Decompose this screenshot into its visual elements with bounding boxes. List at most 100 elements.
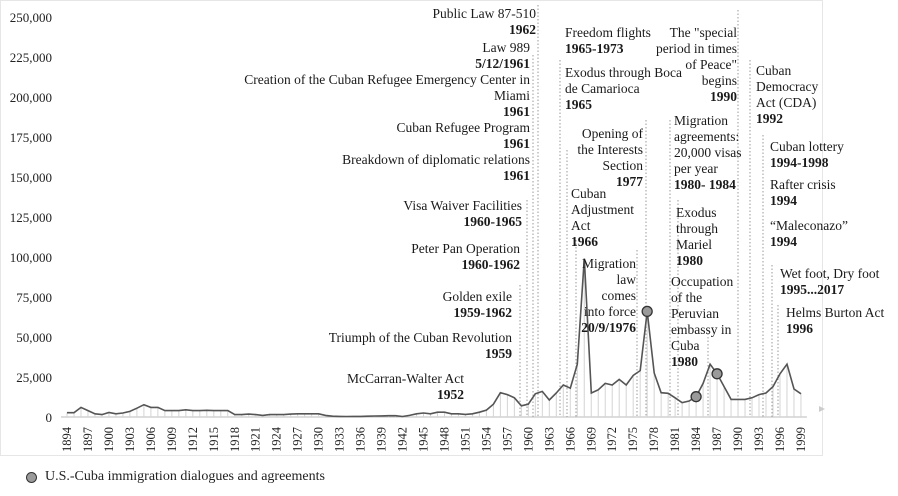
annotation-text: per year [674, 161, 718, 176]
agreement-marker [711, 368, 723, 380]
event-annotation: Public Law 87-510 1962 [433, 6, 537, 38]
x-tick-label: 1936 [354, 427, 368, 452]
event-annotation: Wet foot, Dry foot 1995...2017 [780, 266, 879, 298]
data-line [67, 258, 802, 418]
annotation-date: 1952 [437, 387, 464, 402]
event-annotation: Law 989 5/12/1961 [475, 40, 530, 72]
y-tick-label: 250,000 [10, 10, 52, 25]
y-tick-label: 150,000 [10, 170, 52, 185]
event-annotation: Cuban Democracy Act (CDA) 1992 [756, 63, 818, 127]
event-annotation: Exodus through Mariel 1980 [676, 205, 718, 269]
event-annotation: Visa Waiver Facilities 1960-1965 [403, 198, 522, 230]
x-tick-label: 1927 [291, 427, 305, 452]
annotation-text: law [616, 272, 637, 287]
x-tick-label: 1999 [794, 427, 808, 452]
annotation-date: 1966 [571, 234, 598, 249]
annotation-text: the Interests [577, 142, 643, 157]
event-annotation: Breakdown of diplomatic relations 1961 [342, 152, 530, 184]
x-tick-label: 1945 [416, 427, 430, 452]
x-tick-label: 1987 [710, 427, 724, 452]
y-tick-label: 175,000 [10, 130, 52, 145]
event-annotation: Occupation of the Peruvian embassy in Cuba 19… [671, 274, 733, 370]
annotation-text: Peruvian [671, 306, 719, 321]
event-annotation: The "special period in times of Peace" begi… [656, 25, 737, 105]
annotation-text: through [676, 221, 718, 236]
y-tick-label: 50,000 [16, 330, 52, 345]
axis-arrow-icon [819, 406, 825, 412]
x-tick-label: 1978 [647, 427, 661, 452]
event-annotation: Exodus through Boca de Camarioca 1965 [565, 65, 682, 113]
event-annotation: McCarran-Walter Act 1952 [347, 371, 464, 403]
x-tick-label: 1924 [270, 426, 284, 452]
y-tick-label: 125,000 [10, 210, 52, 225]
x-tick-label: 1900 [102, 427, 116, 452]
annotation-text: Migration [582, 256, 636, 271]
x-tick-label: 1957 [500, 427, 514, 452]
annotation-date: 1960-1962 [461, 257, 521, 272]
annotation-text: Democracy [756, 79, 819, 94]
annotation-text: embassy in [671, 322, 732, 337]
annotation-text: Miami [494, 88, 530, 103]
x-tick-label: 1984 [689, 426, 703, 452]
annotation-text: Creation of the Cuban Refugee Emergency … [244, 72, 530, 87]
y-tick-label: 25,000 [16, 370, 52, 385]
annotation-date: 1980- 1984 [674, 177, 736, 192]
annotation-text: Adjustment [571, 202, 634, 217]
annotation-text: Cuba [671, 338, 700, 353]
annotation-date: 1990 [710, 89, 737, 104]
event-annotation: Peter Pan Operation 1960-1962 [411, 241, 520, 273]
annotation-text: de Camarioca [565, 81, 640, 96]
x-tick-label: 1894 [60, 426, 74, 452]
agreement-marker [641, 305, 653, 318]
annotation-date: 1994-1998 [770, 155, 829, 170]
event-annotation: Golden exile 1959-1962 [443, 289, 512, 321]
annotation-text: The "special [669, 25, 737, 40]
x-tick-label: 1921 [249, 427, 263, 452]
x-tick-label: 1903 [123, 427, 137, 452]
annotation-text: Migration [674, 113, 728, 128]
agreement-marker [690, 391, 702, 403]
x-tick-label: 1933 [333, 427, 347, 452]
annotation-text: Opening of [581, 126, 643, 141]
annotation-text: agreements: [674, 129, 740, 144]
x-tick-label: 1993 [752, 427, 766, 452]
plot-frame [0, 0, 823, 456]
x-tick-label: 1954 [479, 426, 493, 452]
annotation-date: 1980 [671, 354, 698, 369]
legend-marker-icon [26, 471, 37, 483]
annotation-text: begins [701, 73, 737, 88]
annotation-date: 1996 [786, 321, 813, 336]
x-tick-label: 1918 [228, 427, 242, 452]
annotation-text: “Maleconazo” [770, 218, 848, 233]
x-tick-label: 1996 [773, 427, 787, 452]
x-tick-label: 1930 [312, 427, 326, 452]
event-annotation: Migration law comes into force 20/9/1976 [581, 256, 636, 336]
annotation-text: of the [671, 290, 703, 305]
x-tick-label: 1948 [437, 427, 451, 452]
y-tick-label: 75,000 [16, 290, 52, 305]
event-annotation: Migration agreements: 20,000 visas per year… [674, 113, 742, 193]
y-tick-label: 225,000 [10, 50, 52, 65]
legend-label: U.S.-Cuba immigration dialogues and agre… [45, 469, 325, 484]
x-tick-label: 1966 [563, 427, 577, 452]
y-tick-label: 200,000 [10, 90, 52, 105]
annotation-date: 1965-1973 [565, 41, 624, 56]
annotation-text: Cuban [756, 63, 792, 78]
annotation-text: Public Law 87-510 [432, 6, 537, 21]
annotation-text: Wet foot, Dry foot [780, 266, 880, 281]
annotation-text: Law 989 [482, 40, 530, 55]
annotation-date: 1961 [503, 104, 530, 119]
annotation-text: of Peace" [685, 57, 737, 72]
event-annotation: Cuban lottery 1994-1998 [770, 139, 844, 171]
annotation-date: 1961 [503, 136, 530, 151]
annotation-text: period in times [656, 41, 737, 56]
annotation-text: Cuban lottery [770, 139, 844, 154]
annotation-text: Act [571, 218, 591, 233]
annotation-text: Cuban Refugee Program [396, 120, 530, 135]
annotation-text: 20,000 visas [674, 145, 742, 160]
x-tick-label: 1969 [584, 427, 598, 452]
annotation-text: Peter Pan Operation [411, 241, 520, 256]
annotation-text: Occupation [671, 274, 734, 289]
x-tick-label: 1951 [458, 427, 472, 452]
event-annotation: Freedom flights 1965-1973 [565, 25, 651, 57]
